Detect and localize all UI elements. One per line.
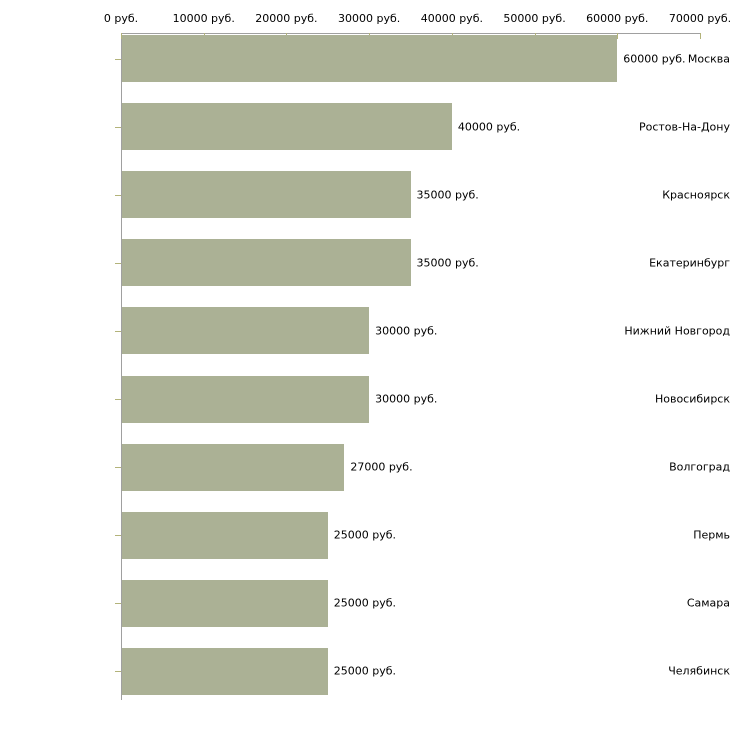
y-axis-category-label: Новосибирск bbox=[654, 392, 730, 406]
y-axis-category-label: Ростов-На-Дону bbox=[638, 120, 730, 134]
x-axis-tick-label: 40000 руб. bbox=[420, 12, 483, 25]
y-axis-tick bbox=[115, 194, 121, 196]
bar[interactable] bbox=[122, 103, 452, 151]
y-axis-category-label: Самара bbox=[686, 596, 730, 610]
bar[interactable] bbox=[122, 443, 345, 491]
bar-value-label: 25000 руб. bbox=[333, 528, 397, 542]
bar[interactable] bbox=[122, 579, 328, 627]
x-axis-tick-label: 0 руб. bbox=[103, 12, 139, 25]
y-axis-category-label: Пермь bbox=[693, 528, 730, 542]
bar-value-label: 27000 руб. bbox=[350, 460, 413, 474]
y-axis-tick bbox=[115, 330, 121, 332]
bar[interactable] bbox=[122, 511, 328, 559]
bar[interactable] bbox=[122, 239, 411, 287]
x-axis-tick bbox=[121, 33, 122, 39]
bar-value-label: 30000 руб. bbox=[375, 392, 438, 406]
y-axis-category-label: Москва bbox=[687, 52, 730, 65]
x-axis-tick-label: 10000 руб. bbox=[172, 12, 235, 25]
y-axis-tick bbox=[115, 671, 121, 673]
y-axis-tick bbox=[115, 262, 121, 264]
bar-value-label: 35000 руб. bbox=[416, 188, 479, 202]
y-axis-tick bbox=[115, 399, 121, 400]
y-axis-line bbox=[121, 33, 122, 700]
y-axis-tick bbox=[115, 58, 121, 60]
bar-value-label: 40000 руб. bbox=[457, 120, 521, 134]
bar-value-label: 30000 руб. bbox=[375, 324, 438, 338]
y-axis-tick bbox=[115, 603, 121, 605]
x-axis-tick-label: 30000 руб. bbox=[338, 12, 401, 25]
y-axis-tick bbox=[115, 467, 121, 469]
y-axis-category-label: Красноярск bbox=[662, 188, 730, 202]
bar-value-label: 25000 руб. bbox=[333, 596, 397, 610]
x-axis-tick bbox=[700, 33, 701, 39]
bar[interactable] bbox=[122, 35, 618, 82]
x-axis-line bbox=[121, 33, 701, 34]
bar[interactable] bbox=[122, 647, 328, 695]
y-axis-category-label: Челябинск bbox=[668, 664, 730, 678]
bar[interactable] bbox=[122, 307, 370, 355]
bar-value-label: 25000 руб. bbox=[333, 664, 397, 678]
bar[interactable] bbox=[122, 375, 370, 423]
bar-value-label: 35000 руб. bbox=[416, 256, 479, 270]
x-axis-tick-label: 20000 руб. bbox=[255, 12, 318, 25]
x-axis-tick-label: 50000 руб. bbox=[503, 12, 566, 25]
bar[interactable] bbox=[122, 171, 411, 219]
y-axis-category-label: Нижний Новгород bbox=[624, 324, 730, 338]
x-axis-tick-label: 60000 руб. bbox=[586, 12, 649, 25]
x-axis-tick bbox=[617, 33, 619, 39]
y-axis-category-label: Волгоград bbox=[669, 460, 730, 474]
bar-value-label: 60000 руб. bbox=[623, 52, 686, 65]
y-axis-tick bbox=[115, 126, 121, 128]
x-axis-tick-label: 70000 руб. bbox=[668, 12, 730, 25]
y-axis-category-label: Екатеринбург bbox=[649, 256, 730, 270]
y-axis-tick bbox=[115, 535, 121, 537]
